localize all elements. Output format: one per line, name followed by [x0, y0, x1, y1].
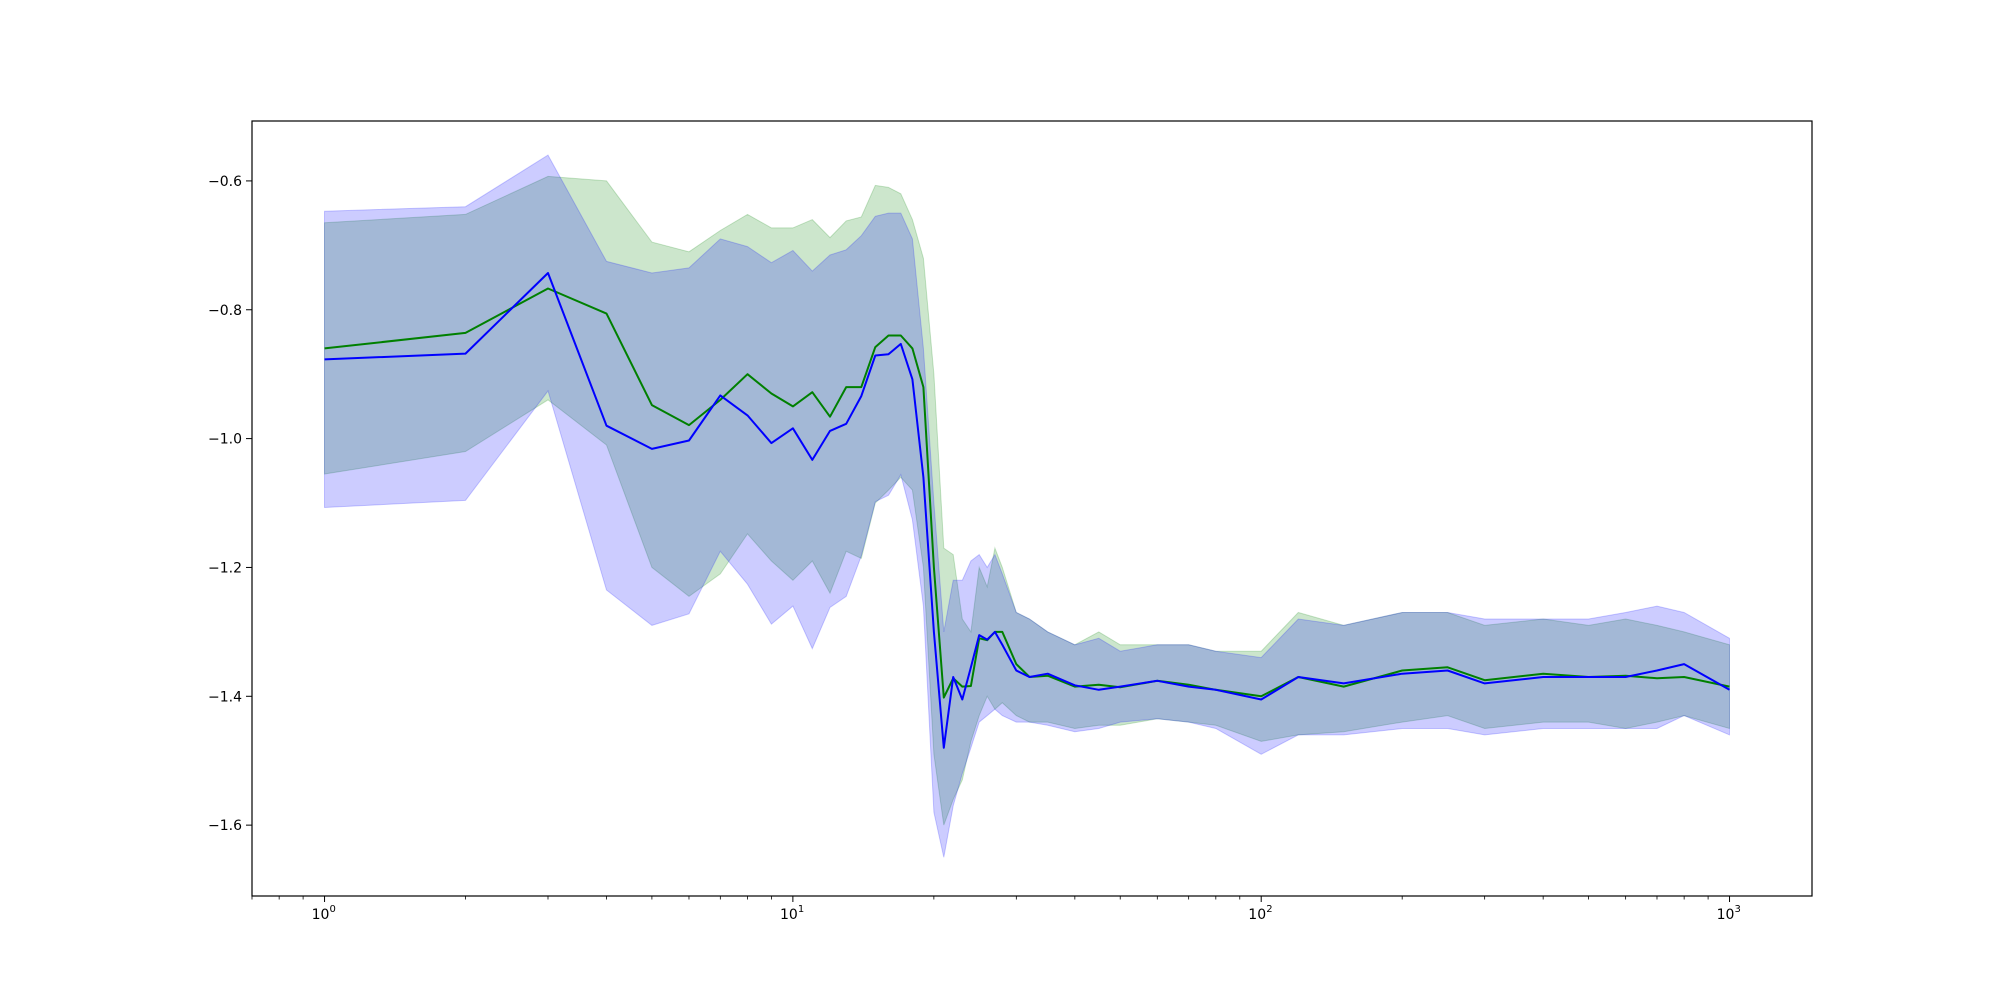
plot-frame	[251, 120, 1813, 897]
series-2-band	[324, 154, 1730, 858]
y-tick-label: −0.6	[208, 174, 242, 190]
x-tick-label: 10	[1248, 907, 1266, 923]
y-tick-label: −0.8	[208, 303, 242, 319]
confidence-bands	[324, 154, 1730, 858]
x-tick-exponent: 1	[798, 904, 804, 915]
y-tick-label: −1.2	[208, 560, 242, 576]
x-axis: 10 0 10 1 10 2 10 3	[251, 896, 1741, 923]
x-tick-exponent: 3	[1735, 904, 1741, 915]
series-1-band	[324, 175, 1730, 826]
series-lines	[324, 272, 1730, 749]
x-tick-exponent: 0	[330, 904, 336, 915]
y-tick-label: −1.6	[208, 818, 242, 834]
x-tick-label: 10	[780, 907, 798, 923]
x-tick-exponent: 2	[1266, 904, 1272, 915]
y-tick-label: −1.4	[208, 689, 242, 705]
series-2-line	[324, 272, 1730, 749]
plot-area	[252, 121, 1812, 896]
x-tick-label: 10	[1717, 907, 1735, 923]
x-tick-label: 10	[312, 907, 330, 923]
y-tick-label: −1.0	[208, 432, 242, 448]
y-axis: −0.6 −0.8 −1.0 −1.2 −1.4 −1.6	[208, 174, 252, 834]
